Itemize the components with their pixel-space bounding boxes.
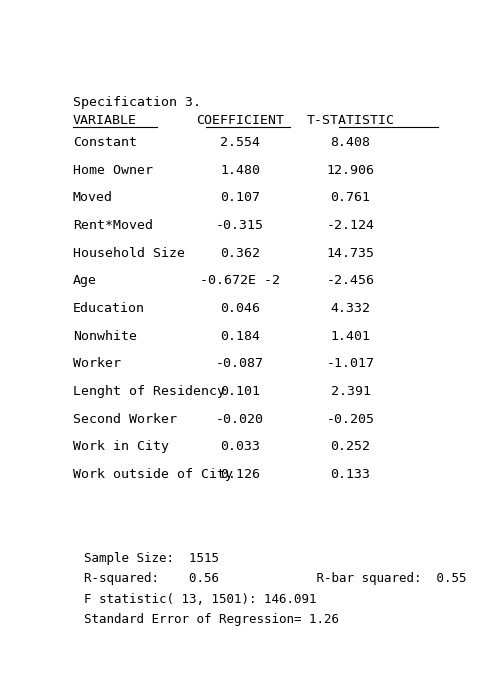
Text: Rent*Moved: Rent*Moved <box>73 219 153 232</box>
Text: F statistic( 13, 1501): 146.091: F statistic( 13, 1501): 146.091 <box>84 593 317 605</box>
Text: -0.087: -0.087 <box>216 357 264 370</box>
Text: Education: Education <box>73 302 145 315</box>
Text: -2.456: -2.456 <box>327 274 375 287</box>
Text: 0.184: 0.184 <box>220 330 260 343</box>
Text: Worker: Worker <box>73 357 121 370</box>
Text: T-STATISTIC: T-STATISTIC <box>306 114 395 126</box>
Text: 0.033: 0.033 <box>220 440 260 453</box>
Text: Constant: Constant <box>73 136 137 149</box>
Text: Work outside of City: Work outside of City <box>73 468 233 481</box>
Text: 0.107: 0.107 <box>220 191 260 205</box>
Text: Standard Error of Regression= 1.26: Standard Error of Regression= 1.26 <box>84 613 339 626</box>
Text: VARIABLE: VARIABLE <box>73 114 137 126</box>
Text: COEFFICIENT: COEFFICIENT <box>196 114 284 126</box>
Text: Nonwhite: Nonwhite <box>73 330 137 343</box>
Text: 0.046: 0.046 <box>220 302 260 315</box>
Text: -2.124: -2.124 <box>327 219 375 232</box>
Text: 0.126: 0.126 <box>220 468 260 481</box>
Text: Second Worker: Second Worker <box>73 413 177 426</box>
Text: 8.408: 8.408 <box>330 136 371 149</box>
Text: 4.332: 4.332 <box>330 302 371 315</box>
Text: Specification 3.: Specification 3. <box>73 96 201 109</box>
Text: -0.672E -2: -0.672E -2 <box>200 274 280 287</box>
Text: 0.252: 0.252 <box>330 440 371 453</box>
Text: 12.906: 12.906 <box>327 164 375 177</box>
Text: 1.480: 1.480 <box>220 164 260 177</box>
Text: Lenght of Residency: Lenght of Residency <box>73 385 225 398</box>
Text: 0.761: 0.761 <box>330 191 371 205</box>
Text: Age: Age <box>73 274 97 287</box>
Text: -0.020: -0.020 <box>216 413 264 426</box>
Text: -0.205: -0.205 <box>327 413 375 426</box>
Text: 1.401: 1.401 <box>330 330 371 343</box>
Text: Home Owner: Home Owner <box>73 164 153 177</box>
Text: 0.133: 0.133 <box>330 468 371 481</box>
Text: Household Size: Household Size <box>73 247 185 260</box>
Text: -0.315: -0.315 <box>216 219 264 232</box>
Text: R-squared:    0.56             R-bar squared:  0.55: R-squared: 0.56 R-bar squared: 0.55 <box>84 572 467 585</box>
Text: 2.554: 2.554 <box>220 136 260 149</box>
Text: 0.362: 0.362 <box>220 247 260 260</box>
Text: 14.735: 14.735 <box>327 247 375 260</box>
Text: Moved: Moved <box>73 191 113 205</box>
Text: 0.101: 0.101 <box>220 385 260 398</box>
Text: -1.017: -1.017 <box>327 357 375 370</box>
Text: Sample Size:  1515: Sample Size: 1515 <box>84 552 219 565</box>
Text: Work in City: Work in City <box>73 440 169 453</box>
Text: 2.391: 2.391 <box>330 385 371 398</box>
